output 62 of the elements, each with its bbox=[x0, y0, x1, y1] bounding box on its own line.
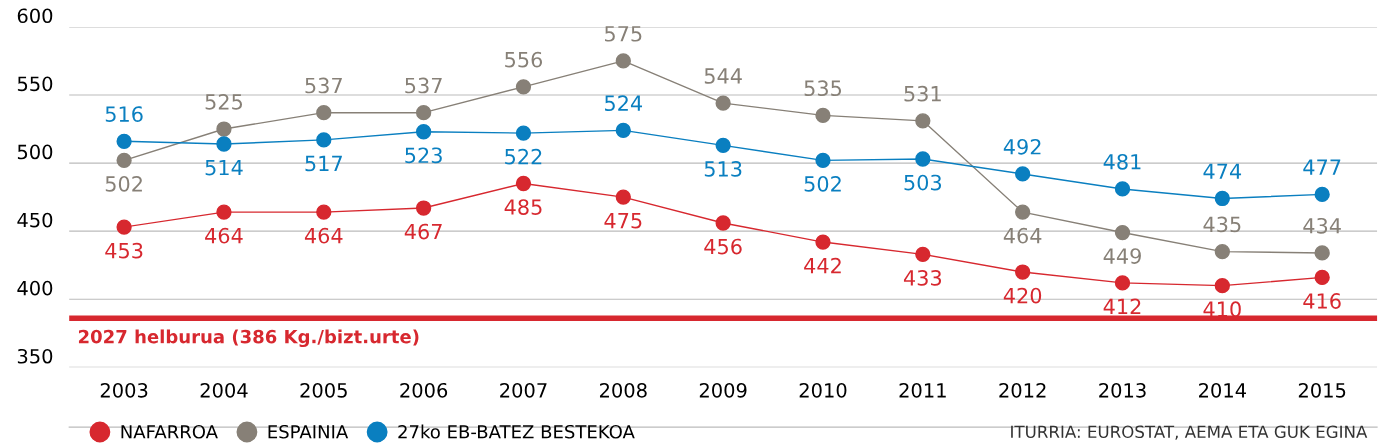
data-label: 416 bbox=[1303, 293, 1341, 309]
x-tick-label: 2005 bbox=[300, 382, 347, 398]
y-tick-label: 500 bbox=[17, 144, 53, 160]
x-tick-label: 2012 bbox=[999, 382, 1046, 398]
data-label: 481 bbox=[1103, 153, 1141, 170]
data-label: 522 bbox=[505, 148, 542, 165]
data-label: 503 bbox=[904, 174, 942, 191]
data-label: 449 bbox=[1103, 248, 1141, 264]
legend-label: ESPAINIA bbox=[268, 424, 349, 439]
data-label: 412 bbox=[1103, 298, 1141, 315]
data-label: 502 bbox=[105, 175, 142, 192]
x-tick-label: 2010 bbox=[799, 382, 847, 398]
x-tick-label: 2008 bbox=[599, 382, 647, 398]
data-label: 474 bbox=[1203, 163, 1242, 179]
data-label: 513 bbox=[704, 161, 742, 177]
x-tick-label: 2007 bbox=[500, 382, 547, 398]
data-label: 537 bbox=[305, 77, 342, 94]
data-label: 523 bbox=[405, 147, 442, 164]
data-label: 434 bbox=[1303, 217, 1341, 234]
x-tick-label: 2009 bbox=[699, 382, 747, 398]
legend-label: 27ko EB-BATEZ BESTEKOA bbox=[398, 424, 635, 439]
data-label: 525 bbox=[205, 93, 243, 110]
x-tick-label: 2004 bbox=[200, 382, 248, 398]
data-label: 464 bbox=[205, 227, 243, 244]
x-tick-label: 2015 bbox=[1298, 382, 1346, 398]
y-tick-label: 450 bbox=[17, 212, 53, 228]
data-label: 420 bbox=[1003, 287, 1042, 304]
data-label: 485 bbox=[504, 199, 542, 215]
data-label: 556 bbox=[505, 51, 543, 68]
x-tick-label: 2011 bbox=[899, 382, 946, 398]
text: ITURRIA: EUROSTAT, AEMA ETA GUK EGINA bbox=[1011, 425, 1368, 440]
y-tick-label: 600 bbox=[17, 8, 53, 24]
y-tick-label: 400 bbox=[17, 280, 53, 296]
data-label: 544 bbox=[704, 68, 742, 84]
data-label: 453 bbox=[105, 242, 143, 259]
data-label: 467 bbox=[404, 223, 442, 240]
x-tick-label: 2014 bbox=[1199, 382, 1246, 398]
data-label: 456 bbox=[704, 238, 742, 255]
data-label: 514 bbox=[205, 159, 243, 176]
x-tick-label: 2003 bbox=[100, 382, 148, 398]
legend-label: NAFARROA bbox=[121, 424, 218, 439]
x-tick-label: 2006 bbox=[400, 382, 448, 398]
data-label: 502 bbox=[804, 175, 841, 192]
ref-line-label: 2027 helburua (386 Kg./bizt.urte) bbox=[78, 329, 419, 348]
data-label: 492 bbox=[1003, 138, 1041, 155]
data-label: 535 bbox=[804, 80, 842, 97]
data-label: 464 bbox=[304, 227, 343, 244]
data-label: 516 bbox=[105, 106, 143, 122]
data-label: 475 bbox=[604, 213, 642, 229]
y-tick-label: 350 bbox=[17, 348, 53, 364]
x-tick-label: 2013 bbox=[1099, 382, 1146, 398]
data-label: 524 bbox=[605, 95, 643, 112]
data-label: 464 bbox=[1003, 227, 1042, 244]
data-label: 442 bbox=[804, 257, 841, 274]
data-label: 575 bbox=[605, 26, 642, 42]
data-label: 537 bbox=[405, 77, 442, 94]
data-label: 531 bbox=[904, 85, 941, 102]
data-label: 433 bbox=[903, 269, 942, 286]
data-label: 517 bbox=[305, 155, 342, 172]
data-label: 435 bbox=[1203, 216, 1241, 233]
data-label: 477 bbox=[1303, 159, 1341, 175]
y-tick-label: 550 bbox=[17, 76, 53, 92]
